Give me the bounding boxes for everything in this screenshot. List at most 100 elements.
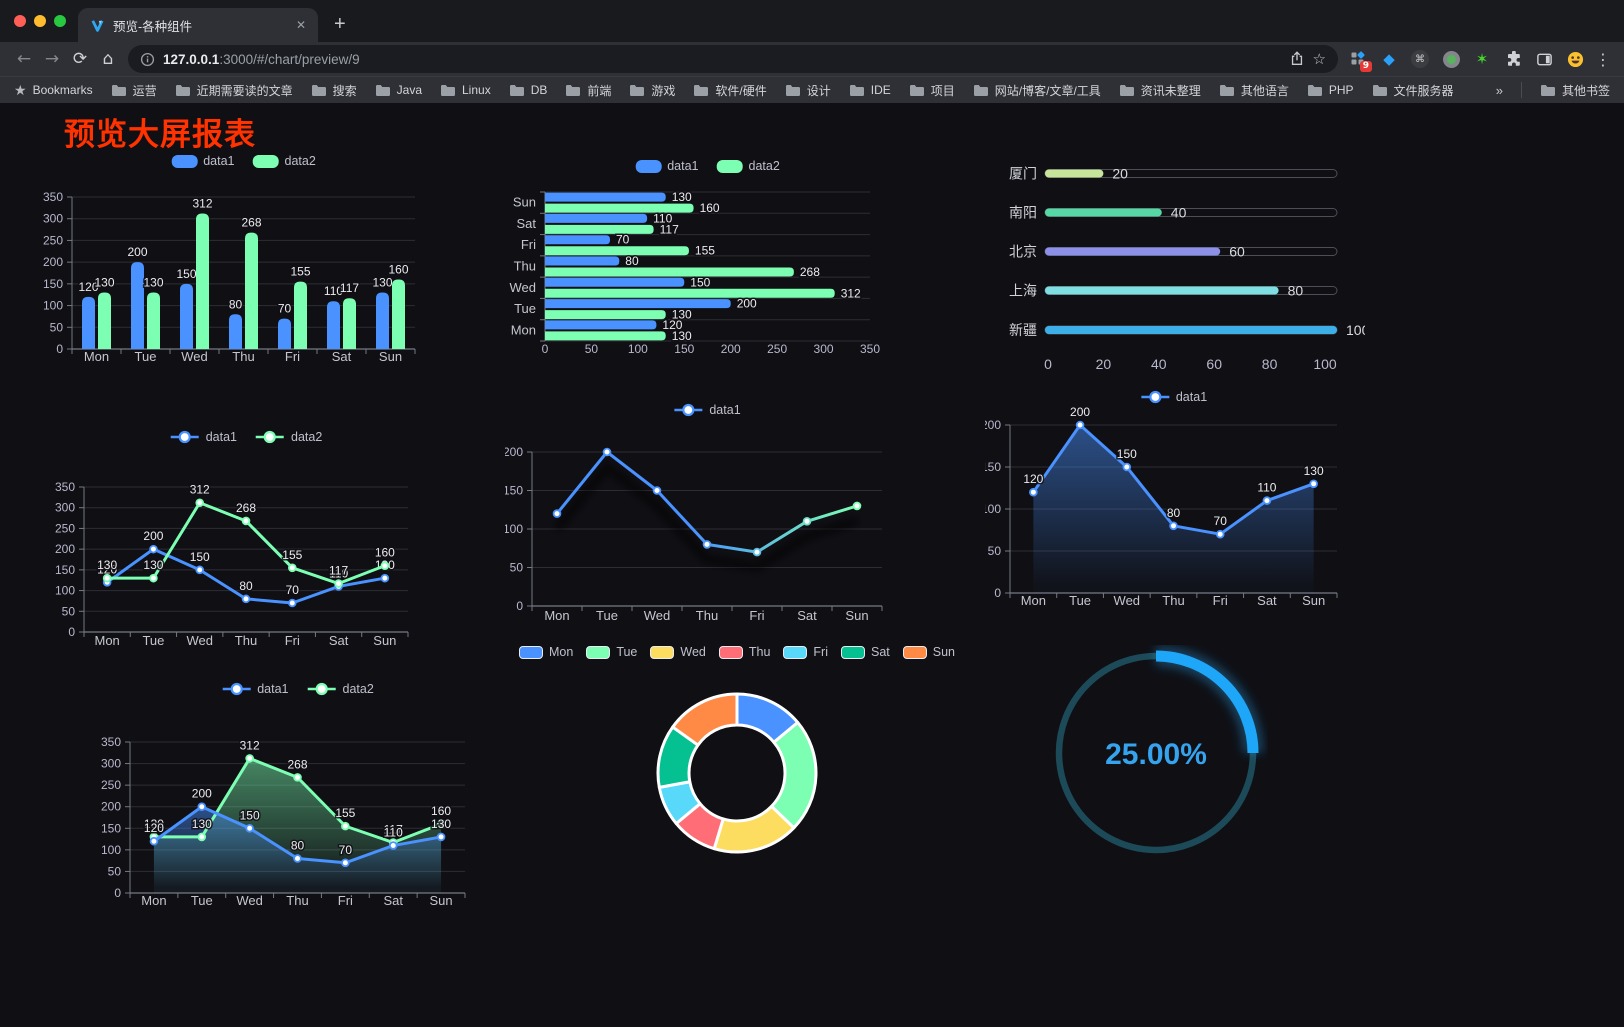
bookmark-folder-7[interactable]: 前端 <box>565 82 611 99</box>
home-icon[interactable]: ⌂ <box>102 49 114 69</box>
bookmark-star-icon[interactable]: ☆ <box>1312 50 1326 68</box>
zoom-window-button[interactable] <box>54 15 66 27</box>
minimize-window-button[interactable] <box>34 15 46 27</box>
legend-swatch <box>718 645 743 659</box>
emoji-extension-icon[interactable] <box>1565 49 1585 69</box>
legend-item-tue[interactable]: Tue <box>586 645 637 659</box>
green-star-extension-icon[interactable]: ✶ <box>1475 50 1489 68</box>
bookmark-folder-2[interactable]: 近期需要读的文章 <box>175 82 293 99</box>
svg-text:150: 150 <box>43 277 63 291</box>
chart-area-two-series[interactable]: 0 50 100 150 200 250 300 350 Mon Tue Wed Thu Fri Sat S… <box>95 678 525 923</box>
browser-tab[interactable]: 预览-各种组件 ✕ <box>78 8 318 42</box>
chart-bar-horizontal[interactable]: Sun 130 160 Sat 110 117 Fri 70 155 Thu 80 268 Wed 150… <box>500 148 910 363</box>
legend-item-sat[interactable]: Sat <box>841 645 890 659</box>
chart-bar-grouped[interactable]: 0 50 100 150 200 250 300 350 Mon Tue Wed Thu Fri Sat S… <box>40 145 470 375</box>
area-single-svg: 0 50 100 150 200 Mon Tue Wed Thu Fri Sat Sun 120 200 1… <box>985 404 1338 608</box>
bookmark-folder-15[interactable]: 其他语言 <box>1219 82 1289 99</box>
svg-text:150: 150 <box>176 267 196 281</box>
folder-icon <box>509 84 525 97</box>
back-icon[interactable]: ← <box>16 49 32 69</box>
command-extension-icon[interactable]: ⌘ <box>1410 49 1430 69</box>
legend-item-fri[interactable]: Fri <box>783 645 828 659</box>
bookmark-folder-9[interactable]: 软件/硬件 <box>693 82 767 99</box>
svg-text:268: 268 <box>287 757 307 771</box>
svg-text:50: 50 <box>585 342 599 356</box>
legend-item-wed[interactable]: Wed <box>650 645 706 659</box>
bookmark-folder-8[interactable]: 游戏 <box>629 82 675 99</box>
chart-line-gradient[interactable]: 0 50 100 150 200 Mon Tue Wed Thu Fri Sat Sun data1 <box>505 398 905 638</box>
svg-text:Fri: Fri <box>1213 593 1228 608</box>
legend-item-data1[interactable]: data1 <box>673 403 741 417</box>
svg-text:Sat: Sat <box>516 216 536 231</box>
legend-item-data2[interactable]: data2 <box>252 154 316 168</box>
bookmark-folder-5[interactable]: Linux <box>440 83 491 97</box>
site-info-icon[interactable] <box>140 52 155 67</box>
legend-item-data1[interactable]: data1 <box>635 159 699 173</box>
bookmark-folder-12[interactable]: 项目 <box>909 82 955 99</box>
chart-line-two-series[interactable]: 0 50 100 150 200 250 300 350 Mon Tue Wed Thu Fri Sat S… <box>40 425 470 660</box>
tab-title: 预览-各种组件 <box>113 19 193 34</box>
svg-text:60: 60 <box>1206 356 1222 372</box>
gem-extension-icon[interactable]: ◆ <box>1383 50 1395 68</box>
legend-item-data1[interactable]: data1 <box>221 682 289 696</box>
chart-city-progress[interactable]: 厦门 20 南阳 40 北京 60 上海 80 新疆 100 0 20 40 60 80 100 <box>995 150 1365 380</box>
bookmarks-overflow-icon[interactable]: » <box>1495 82 1503 98</box>
legend-item-data1[interactable]: data1 <box>1140 390 1207 404</box>
legend-item-data1[interactable]: data1 <box>170 430 237 444</box>
bookmark-folder-10[interactable]: 设计 <box>785 82 831 99</box>
svg-text:110: 110 <box>384 826 403 840</box>
svg-text:Sun: Sun <box>379 349 402 364</box>
svg-text:Thu: Thu <box>235 633 257 648</box>
bookmark-folder-16[interactable]: PHP <box>1307 83 1354 97</box>
folder-icon <box>311 84 327 97</box>
grid-extension-icon[interactable]: 9 <box>1348 49 1372 72</box>
legend-item-sun[interactable]: Sun <box>902 645 955 659</box>
chart-gauge[interactable]: 25.00% <box>1048 645 1268 865</box>
side-panel-icon[interactable] <box>1534 49 1554 69</box>
browser-menu-icon[interactable]: ⋮ <box>1595 49 1611 69</box>
extensions-puzzle-icon[interactable] <box>1503 49 1523 69</box>
bookmark-folder-17[interactable]: 文件服务器 <box>1372 82 1454 99</box>
svg-text:北京: 北京 <box>1009 244 1037 260</box>
record-extension-icon[interactable] <box>1441 49 1461 69</box>
legend-item-data2[interactable]: data2 <box>255 430 322 444</box>
svg-text:Sat: Sat <box>329 633 349 648</box>
forward-icon[interactable]: → <box>44 49 60 69</box>
svg-text:0: 0 <box>516 599 523 613</box>
svg-text:100: 100 <box>985 502 1001 516</box>
chart-donut[interactable]: Mon Tue Wed Thu Fri Sat Sun <box>518 638 955 888</box>
bookmark-folder-13[interactable]: 网站/博客/文章/工具 <box>973 82 1101 99</box>
svg-text:100: 100 <box>505 522 523 536</box>
folder-icon <box>785 84 801 97</box>
svg-text:80: 80 <box>1288 283 1304 299</box>
chart-area-single[interactable]: 0 50 100 150 200 Mon Tue Wed Thu Fri Sat Sun 120 200 1… <box>985 388 1365 618</box>
legend-item-mon[interactable]: Mon <box>518 645 573 659</box>
other-bookmarks-item[interactable]: 其他书签 <box>1540 82 1610 99</box>
share-icon[interactable] <box>1289 51 1305 67</box>
reload-icon[interactable]: ⟳ <box>72 49 88 69</box>
bookmark-folder-4[interactable]: Java <box>375 83 422 97</box>
bookmark-folder-3[interactable]: 搜索 <box>311 82 357 99</box>
svg-text:200: 200 <box>55 542 75 556</box>
legend-item-thu[interactable]: Thu <box>718 645 770 659</box>
bookmark-folder-11[interactable]: IDE <box>849 83 891 97</box>
bookmark-folder-6[interactable]: DB <box>509 83 547 97</box>
tab-close-icon[interactable]: ✕ <box>295 18 306 32</box>
close-window-button[interactable] <box>14 15 26 27</box>
area-two-series-svg: 0 50 100 150 200 250 300 350 Mon Tue Wed Thu Fri Sat S… <box>101 735 466 908</box>
legend-item-data1[interactable]: data1 <box>171 154 235 168</box>
svg-text:117: 117 <box>329 564 348 578</box>
legend-item-data2[interactable]: data2 <box>716 159 780 173</box>
bookmark-folder-1[interactable]: 运营 <box>111 82 157 99</box>
bookmark-folder-14[interactable]: 资讯未整理 <box>1119 82 1201 99</box>
legend-swatch <box>586 645 611 659</box>
svg-text:155: 155 <box>335 806 355 820</box>
svg-text:70: 70 <box>1214 514 1228 528</box>
url-text[interactable]: 127.0.0.1:3000/#/chart/preview/9 <box>163 51 360 67</box>
bookmarks-root-item[interactable]: ★ Bookmarks <box>14 81 93 98</box>
new-tab-button[interactable]: + <box>334 13 346 35</box>
svg-text:130: 130 <box>672 308 692 322</box>
address-bar[interactable]: 127.0.0.1:3000/#/chart/preview/9 ☆ <box>128 45 1338 73</box>
legend-item-data2[interactable]: data2 <box>307 682 374 696</box>
